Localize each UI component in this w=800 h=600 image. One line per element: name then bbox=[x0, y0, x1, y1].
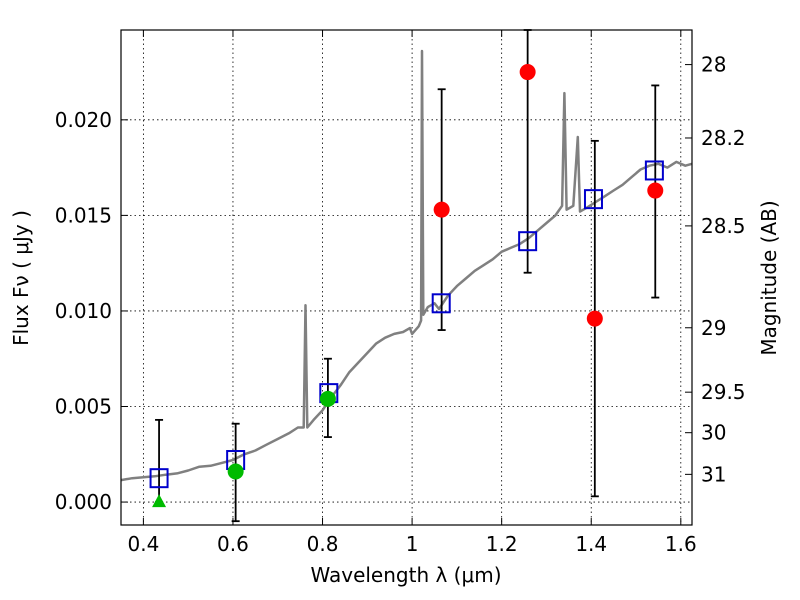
x-axis-label: Wavelength λ (μm) bbox=[310, 563, 501, 587]
x-tick-label: 1.2 bbox=[486, 532, 518, 556]
x-tick-label: 0.6 bbox=[217, 532, 249, 556]
right-tick-label: 29.5 bbox=[701, 380, 746, 404]
x-axis: 0.4 0.6 0.8 1 1.2 1.4 1.6 bbox=[127, 30, 697, 556]
y-axis-label: Flux Fν ( μJy ) bbox=[9, 210, 33, 346]
model-square-marker bbox=[518, 231, 538, 252]
right-tick-label: 31 bbox=[701, 462, 726, 486]
right-tick-label: 28.2 bbox=[701, 126, 746, 150]
y-tick-label: 0.010 bbox=[55, 299, 112, 323]
x-tick-label: 0.8 bbox=[307, 532, 339, 556]
model-square-marker bbox=[644, 160, 664, 181]
grid bbox=[121, 30, 692, 525]
spectrum-line bbox=[120, 49, 693, 482]
y-tick-label: 0.015 bbox=[55, 203, 112, 227]
x-tick-label: 1.4 bbox=[575, 532, 607, 556]
plot-frame bbox=[120, 29, 693, 526]
right-tick-label: 28 bbox=[701, 53, 726, 77]
red-circle-marker bbox=[586, 310, 603, 327]
y-tick-label: 0.000 bbox=[55, 490, 112, 514]
right-tick-label: 29 bbox=[701, 316, 726, 340]
model-square-marker bbox=[149, 468, 169, 489]
right-tick-label: 30 bbox=[701, 421, 726, 445]
green-circle-marker bbox=[319, 390, 336, 407]
red-circle-marker bbox=[647, 182, 664, 199]
y-tick-label: 0.020 bbox=[55, 108, 112, 132]
y-axis-right-label: Magnitude (AB) bbox=[757, 200, 781, 355]
model-square-marker bbox=[583, 189, 603, 210]
y-axis-right: 28 28.2 28.5 29 29.5 30 31 bbox=[685, 53, 746, 486]
y-tick-label: 0.005 bbox=[55, 395, 112, 419]
red-circle-marker bbox=[519, 64, 536, 81]
y-axis-left: 0.000 0.005 0.010 0.015 0.020 bbox=[55, 108, 128, 514]
green-triangle-marker bbox=[152, 494, 167, 508]
x-tick-label: 1.6 bbox=[665, 532, 697, 556]
model-square-marker bbox=[431, 293, 451, 314]
x-tick-label: 1 bbox=[406, 532, 419, 556]
red-circle-marker bbox=[433, 201, 450, 218]
marker-layer bbox=[149, 64, 664, 508]
green-circle-marker bbox=[227, 463, 244, 480]
right-tick-label: 28.5 bbox=[701, 214, 746, 238]
errorbar-layer bbox=[155, 29, 660, 523]
x-tick-label: 0.4 bbox=[127, 532, 159, 556]
spectrum-layer bbox=[120, 49, 693, 482]
